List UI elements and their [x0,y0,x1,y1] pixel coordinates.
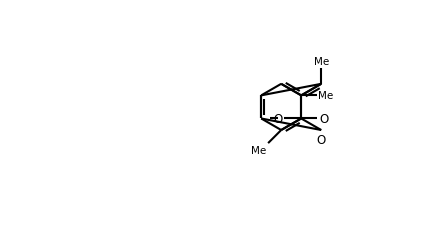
Text: O: O [319,112,328,125]
Text: Me: Me [313,57,329,67]
Text: O: O [273,112,283,125]
Text: Me: Me [251,146,266,156]
Text: O: O [317,134,326,146]
Text: Me: Me [318,91,334,101]
